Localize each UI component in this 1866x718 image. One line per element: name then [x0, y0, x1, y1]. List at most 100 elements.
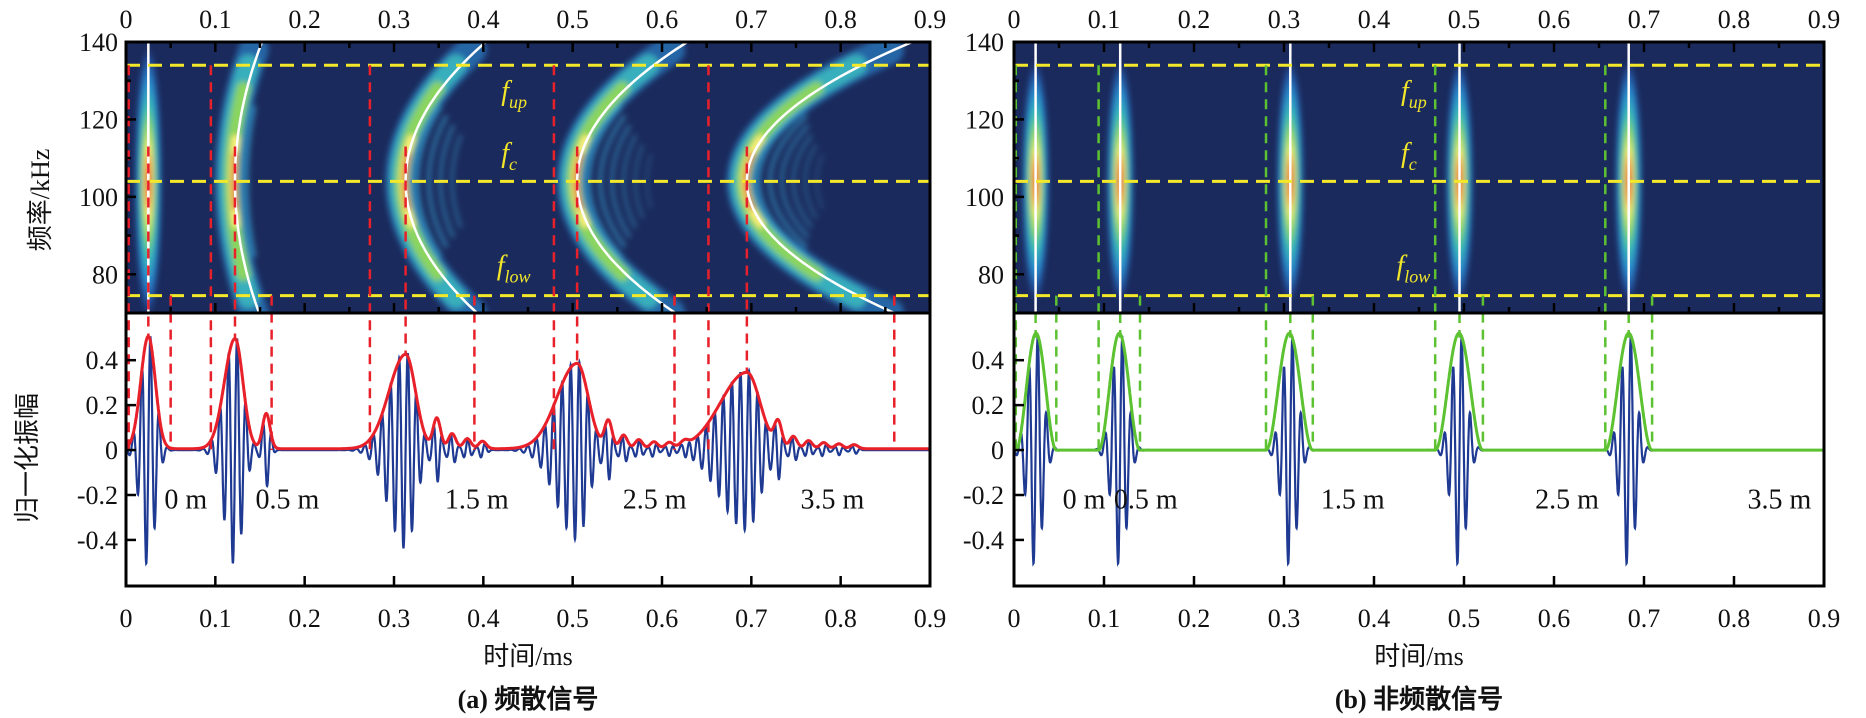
frequency-annotation: flow — [497, 250, 531, 286]
bottom-x-tick-label: 0.3 — [378, 604, 411, 633]
amp-tick-label: -0.4 — [963, 526, 1004, 555]
spectrogram-content — [126, 42, 930, 313]
bottom-x-tick-label: 0.2 — [1178, 604, 1211, 633]
freq-tick-label: 120 — [79, 105, 118, 134]
frequency-annotation: fc — [501, 138, 517, 174]
freq-tick-label: 120 — [965, 105, 1004, 134]
top-x-tick-label: 0.8 — [824, 5, 857, 34]
annotation-symbol: f — [501, 76, 512, 107]
panel-caption: (b) 非频散信号 — [1335, 685, 1503, 714]
annotation-subscript: c — [509, 154, 517, 174]
bottom-x-tick-label: 0.1 — [199, 604, 232, 633]
frequency-annotation: fup — [501, 76, 527, 112]
frequency-annotation: fup — [1401, 76, 1427, 112]
annotation-symbol: f — [1401, 76, 1412, 107]
dispersion-ripple — [756, 104, 809, 259]
top-x-tick-label: 0.3 — [378, 5, 411, 34]
freq-tick-label: 140 — [965, 28, 1004, 57]
bottom-x-tick-label: 0.7 — [1628, 604, 1661, 633]
annotation-subscript: up — [1409, 92, 1427, 112]
annotation-symbol: f — [501, 138, 512, 169]
y-axis-label-amplitude: 归一化振幅 — [13, 393, 42, 523]
envelope-line — [1014, 331, 1824, 452]
top-x-tick-label: 0.8 — [1718, 5, 1751, 34]
top-x-tick-label: 0.4 — [467, 5, 500, 34]
distance-label: 1.5 m — [1321, 484, 1385, 515]
bottom-x-tick-label: 0.9 — [1808, 604, 1841, 633]
bottom-x-tick-label: 0.8 — [1718, 604, 1751, 633]
spectrogram-content — [1014, 42, 1824, 313]
annotation-symbol: f — [1401, 138, 1412, 169]
bottom-x-tick-label: 0.4 — [1358, 604, 1391, 633]
bottom-x-tick-label: 0.2 — [288, 604, 321, 633]
annotation-subscript: low — [505, 266, 531, 286]
dispersion-ripple — [644, 153, 653, 210]
bottom-x-tick-label: 0.6 — [1538, 604, 1571, 633]
freq-tick-label: 80 — [978, 260, 1004, 289]
amp-tick-label: 0.2 — [86, 391, 119, 420]
annotation-symbol: f — [497, 250, 508, 281]
bottom-x-tick-label: 0 — [1008, 604, 1021, 633]
annotation-subscript: c — [1409, 154, 1417, 174]
bottom-x-tick-label: 0.7 — [735, 604, 768, 633]
top-x-tick-label: 0.5 — [556, 5, 589, 34]
amp-tick-label: 0.2 — [972, 391, 1005, 420]
bottom-x-tick-label: 0.5 — [1448, 604, 1481, 633]
distance-label: 3.5 m — [1748, 484, 1812, 515]
y-axis-label-frequency: 频率/kHz — [26, 149, 55, 252]
ridge-curve — [233, 42, 264, 313]
top-x-tick-label: 0.1 — [199, 5, 232, 34]
top-x-tick-label: 0.9 — [914, 5, 947, 34]
top-x-tick-label: 0.6 — [646, 5, 679, 34]
waveform-line — [125, 335, 930, 567]
top-x-tick-label: 0 — [120, 5, 133, 34]
freq-tick-label: 140 — [79, 28, 118, 57]
distance-label: 2.5 m — [1535, 484, 1599, 515]
ridge-curve — [575, 42, 688, 313]
top-x-tick-label: 0.7 — [1628, 5, 1661, 34]
dispersion-ripple — [803, 143, 819, 220]
bottom-x-tick-label: 0.9 — [914, 604, 947, 633]
top-x-tick-label: 0.2 — [288, 5, 321, 34]
frequency-annotation: flow — [1397, 250, 1431, 286]
bottom-x-tick-label: 0.1 — [1088, 604, 1121, 633]
annotation-subscript: up — [509, 92, 527, 112]
waveform-frame — [124, 311, 932, 588]
top-x-tick-label: 0.9 — [1808, 5, 1841, 34]
amp-tick-label: 0.4 — [972, 346, 1005, 375]
annotation-subscript: low — [1404, 266, 1430, 286]
spectrogram-background — [1014, 42, 1824, 313]
bottom-x-tick-label: 0.5 — [556, 604, 589, 633]
distance-label: 0 m — [1063, 484, 1106, 515]
freq-tick-label: 100 — [79, 183, 118, 212]
freq-tick-label: 100 — [965, 183, 1004, 212]
bottom-x-tick-label: 0.4 — [467, 604, 500, 633]
top-x-tick-label: 0 — [1008, 5, 1021, 34]
ridge-curve — [404, 42, 487, 313]
annotation-symbol: f — [1397, 250, 1408, 281]
top-x-tick-label: 0.5 — [1448, 5, 1481, 34]
amp-tick-label: 0.4 — [86, 346, 119, 375]
amp-tick-label: -0.2 — [963, 481, 1004, 510]
amp-tick-label: 0 — [105, 436, 118, 465]
distance-label: 1.5 m — [445, 484, 509, 515]
envelope-line — [125, 334, 930, 451]
distance-label: 0.5 m — [256, 484, 320, 515]
distance-label: 3.5 m — [800, 484, 864, 515]
top-x-tick-label: 0.4 — [1358, 5, 1391, 34]
bottom-x-tick-label: 0.3 — [1268, 604, 1301, 633]
x-axis-label: 时间/ms — [1374, 642, 1464, 671]
distance-label: 2.5 m — [623, 484, 687, 515]
panel-caption: (a) 频散信号 — [458, 685, 599, 714]
top-x-tick-label: 0.7 — [735, 5, 768, 34]
dispersion-ripple — [779, 123, 810, 239]
distance-label: 0.5 m — [1114, 484, 1178, 515]
dispersion-ripple — [426, 114, 449, 249]
top-x-tick-label: 0.3 — [1268, 5, 1301, 34]
bottom-x-tick-label: 0.6 — [646, 604, 679, 633]
amp-tick-label: -0.4 — [77, 526, 118, 555]
x-axis-label: 时间/ms — [483, 642, 573, 671]
